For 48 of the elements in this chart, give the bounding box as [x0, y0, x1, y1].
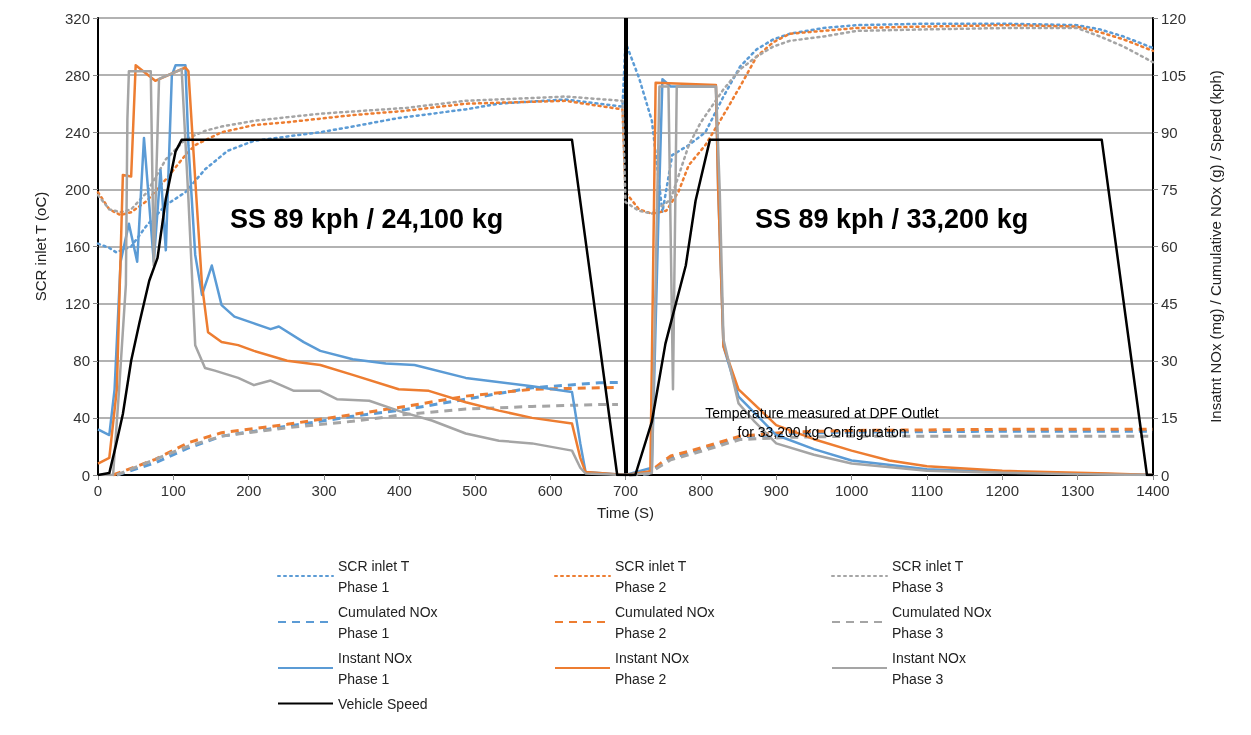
legend-label: Instant NOx Phase 3	[892, 649, 966, 687]
x-tick-label: 800	[688, 482, 714, 499]
y2-tick-label: 60	[1161, 238, 1178, 255]
x-tick-label: 300	[311, 482, 337, 499]
y2-tick-label: 75	[1161, 180, 1178, 198]
x-tick-label: 1100	[910, 482, 944, 499]
y2-tick-label: 30	[1161, 352, 1178, 370]
y2-tick-label: 90	[1161, 123, 1178, 141]
legend-label: Instant NOx Phase 2	[615, 649, 689, 687]
annotation: SS 89 kph / 33,200 kg	[755, 203, 1029, 234]
x-tick-label: 1200	[985, 482, 1019, 499]
y-tick-label: 120	[64, 295, 90, 313]
legend-label: Cumulated NOx Phase 3	[892, 603, 992, 641]
x-tick-label: 600	[537, 482, 563, 499]
annotation: SS 89 kph / 24,100 kg	[230, 203, 504, 234]
x-tick-label: 100	[160, 482, 186, 499]
y2-tick-label: 45	[1161, 295, 1178, 313]
x-tick-label: 900	[763, 482, 789, 499]
x-tick-label: 1300	[1060, 482, 1095, 499]
y-tick-label: 280	[64, 66, 90, 84]
y-tick-label: 240	[64, 123, 90, 141]
y-tick-label: 200	[64, 180, 90, 198]
legend-label: SCR inlet T Phase 3	[892, 557, 964, 595]
y2-tick-label: 0	[1161, 466, 1170, 484]
legend-label: Cumulated NOx Phase 1	[338, 603, 438, 641]
x-tick-label: 500	[462, 482, 488, 499]
y-axis-title: SCR inlet T (oC)	[32, 191, 49, 302]
y2-tick-label: 120	[1161, 9, 1187, 27]
y2-tick-label: 105	[1161, 66, 1187, 84]
y2-tick-label: 15	[1161, 409, 1178, 427]
legend-label: Vehicle Speed	[338, 695, 428, 712]
x-tick-label: 200	[236, 482, 262, 499]
y-tick-label: 40	[73, 409, 90, 427]
x-tick-label: 400	[386, 482, 412, 499]
legend-label: Instant NOx Phase 1	[338, 649, 412, 687]
y2-axis-title: Insatnt NOx (mg) / Cumulative NOx (g) / Speed (kph)	[1207, 70, 1224, 423]
legend-label: SCR inlet T Phase 2	[615, 557, 687, 595]
y-tick-label: 80	[73, 352, 90, 370]
legend-label: SCR inlet T Phase 1	[338, 557, 410, 595]
x-tick-label: 1000	[834, 482, 869, 499]
y-tick-label: 320	[64, 9, 90, 27]
x-tick-label: 1400	[1136, 482, 1170, 499]
y-tick-label: 0	[81, 466, 90, 484]
legend-label: Cumulated NOx Phase 2	[615, 603, 715, 641]
x-tick-label: 700	[612, 482, 639, 499]
y-tick-label: 160	[64, 238, 90, 255]
x-axis-title: Time (S)	[597, 504, 654, 521]
x-tick-label: 0	[93, 482, 103, 499]
